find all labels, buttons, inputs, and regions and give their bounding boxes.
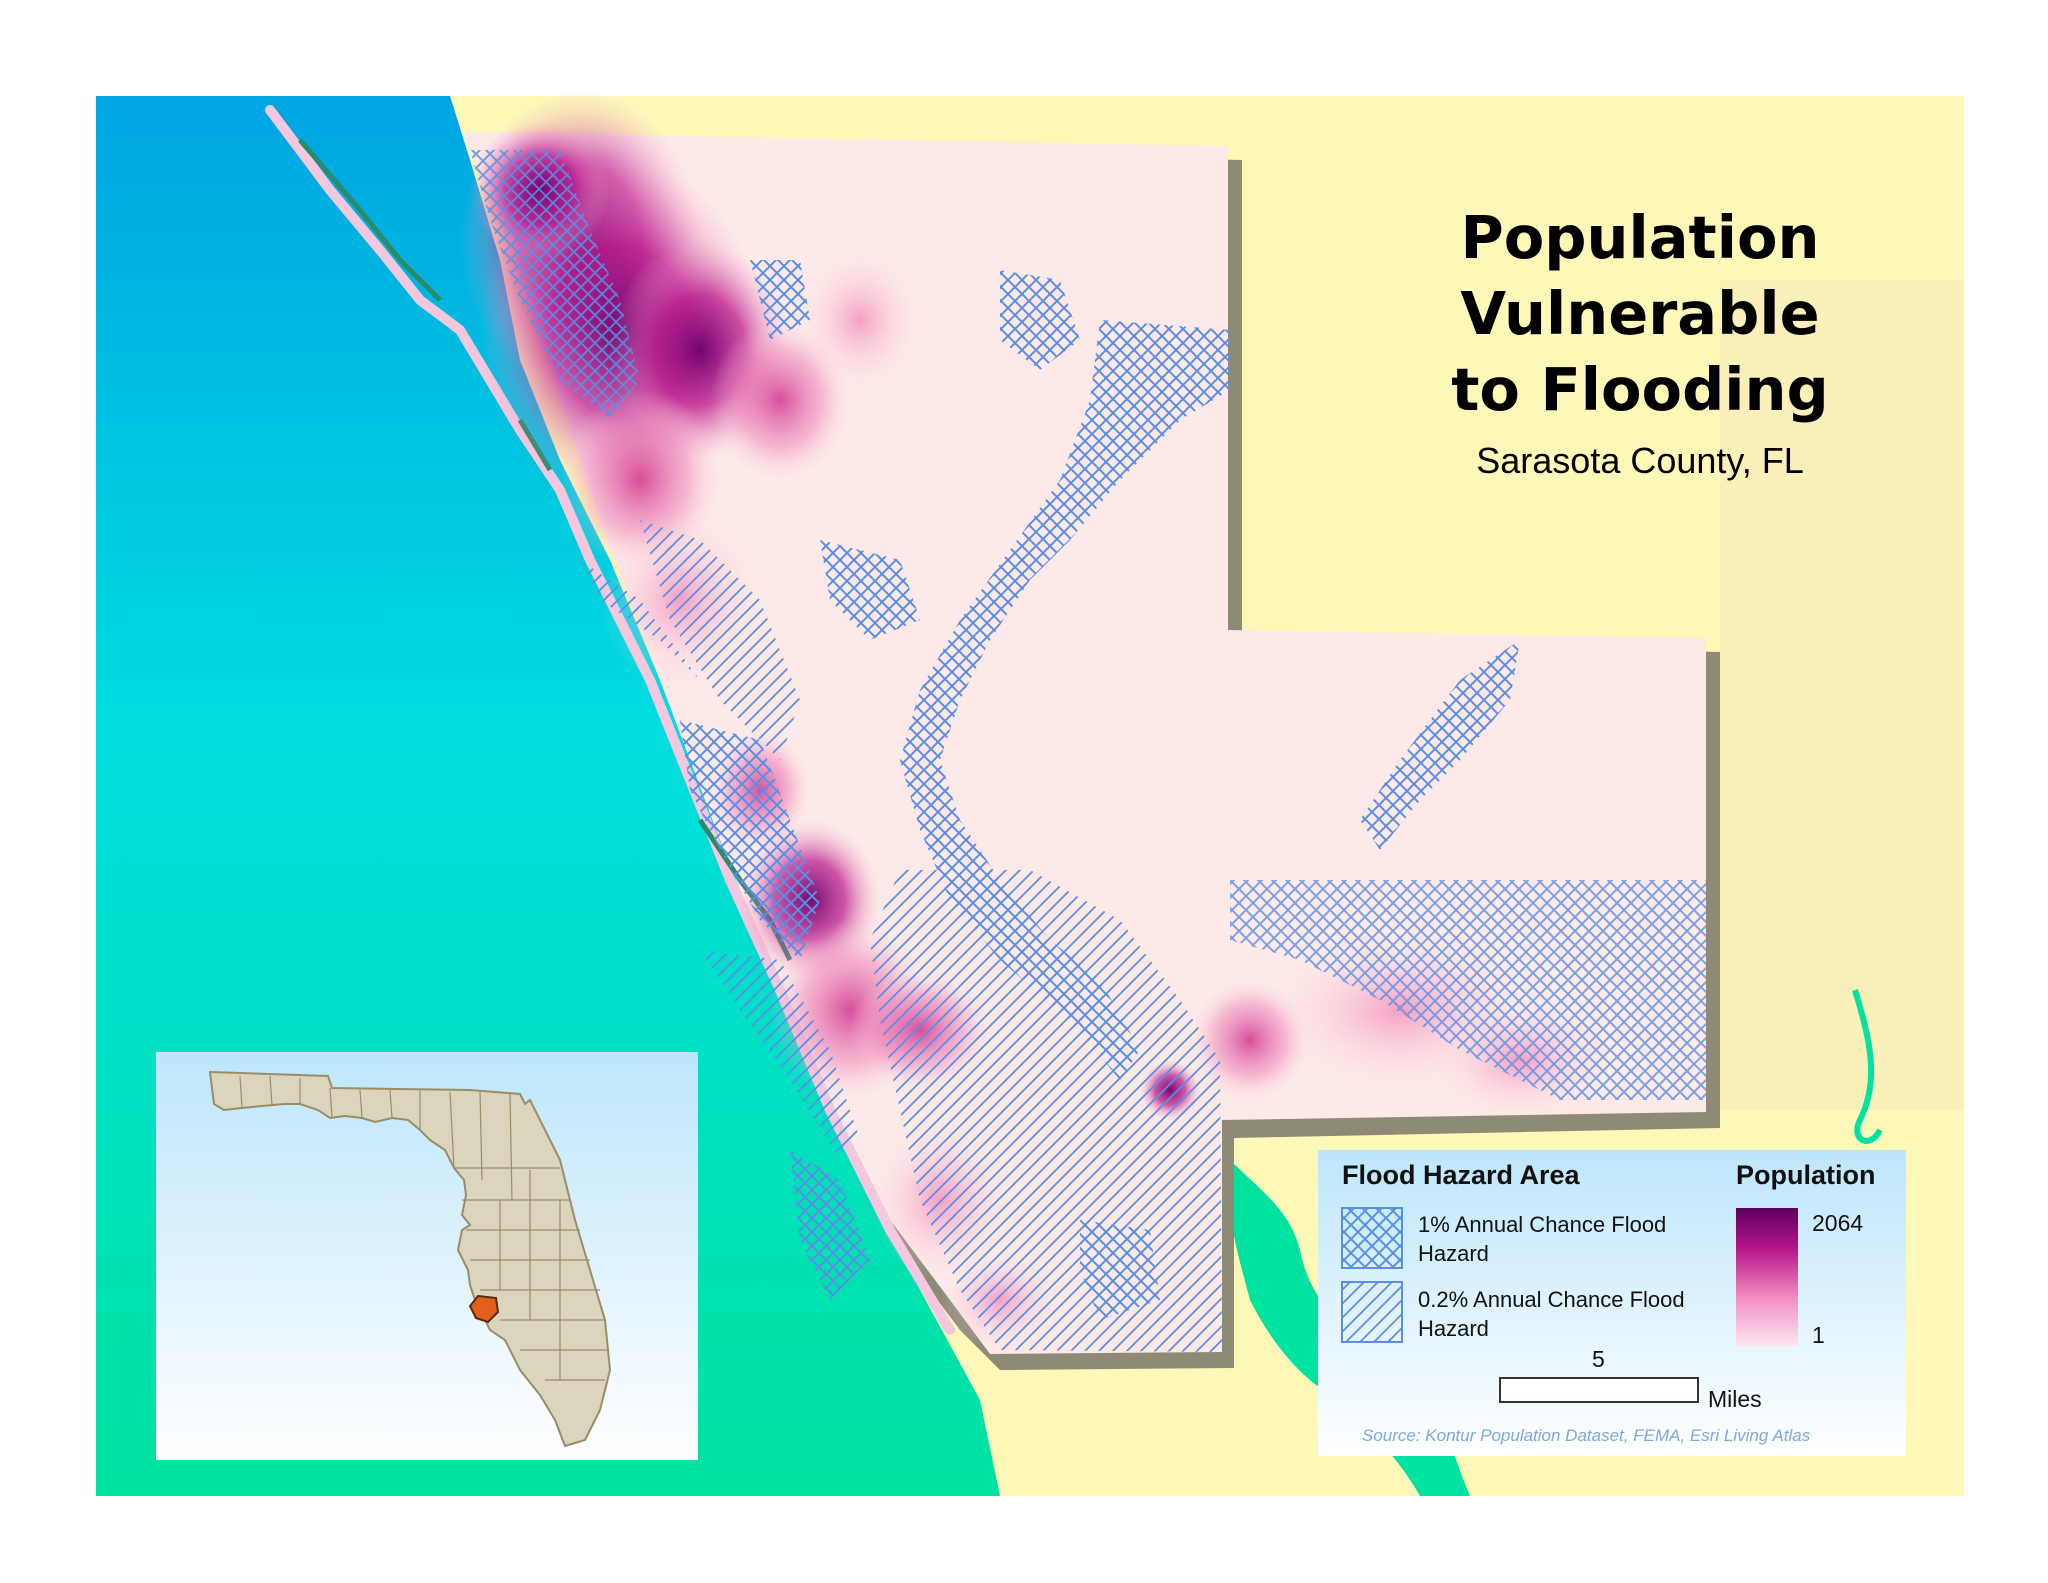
sarasota-highlight [468, 1294, 500, 1324]
legend-population-heading: Population [1736, 1160, 1876, 1190]
source-note: Source: Kontur Population Dataset, FEMA,… [1362, 1426, 1811, 1445]
legend-swatch-1pct [1341, 1207, 1403, 1269]
title-line-2: Vulnerable [1460, 279, 1820, 348]
legend-panel [1318, 1150, 1906, 1456]
title-line-3: to Flooding [1451, 355, 1829, 424]
population-ramp [1736, 1208, 1798, 1346]
scale-value: 5 [1592, 1346, 1605, 1372]
population-max: 2064 [1812, 1210, 1864, 1236]
river-water [1852, 989, 1883, 1144]
legend-label-1pct: 1% Annual Chance Flood Hazard [1418, 1212, 1667, 1266]
inset-map [156, 1052, 698, 1460]
legend-label-02pct: 0.2% Annual Chance Flood Hazard [1418, 1287, 1685, 1341]
population-min: 1 [1812, 1322, 1825, 1348]
title-line-1: Population [1460, 203, 1820, 272]
legend-flood-heading: Flood Hazard Area [1342, 1160, 1580, 1190]
county-lines [239, 1075, 608, 1381]
map-title: Population Vulnerable to Flooding Saraso… [1380, 200, 1900, 482]
map-subtitle: Sarasota County, FL [1476, 440, 1804, 481]
scale-bar [1499, 1377, 1699, 1403]
scale-unit: Miles [1708, 1386, 1762, 1412]
flood-hazard-02pct [580, 520, 1222, 1352]
land-tint-east [1720, 280, 1964, 1110]
legend-swatch-02pct [1341, 1281, 1403, 1343]
